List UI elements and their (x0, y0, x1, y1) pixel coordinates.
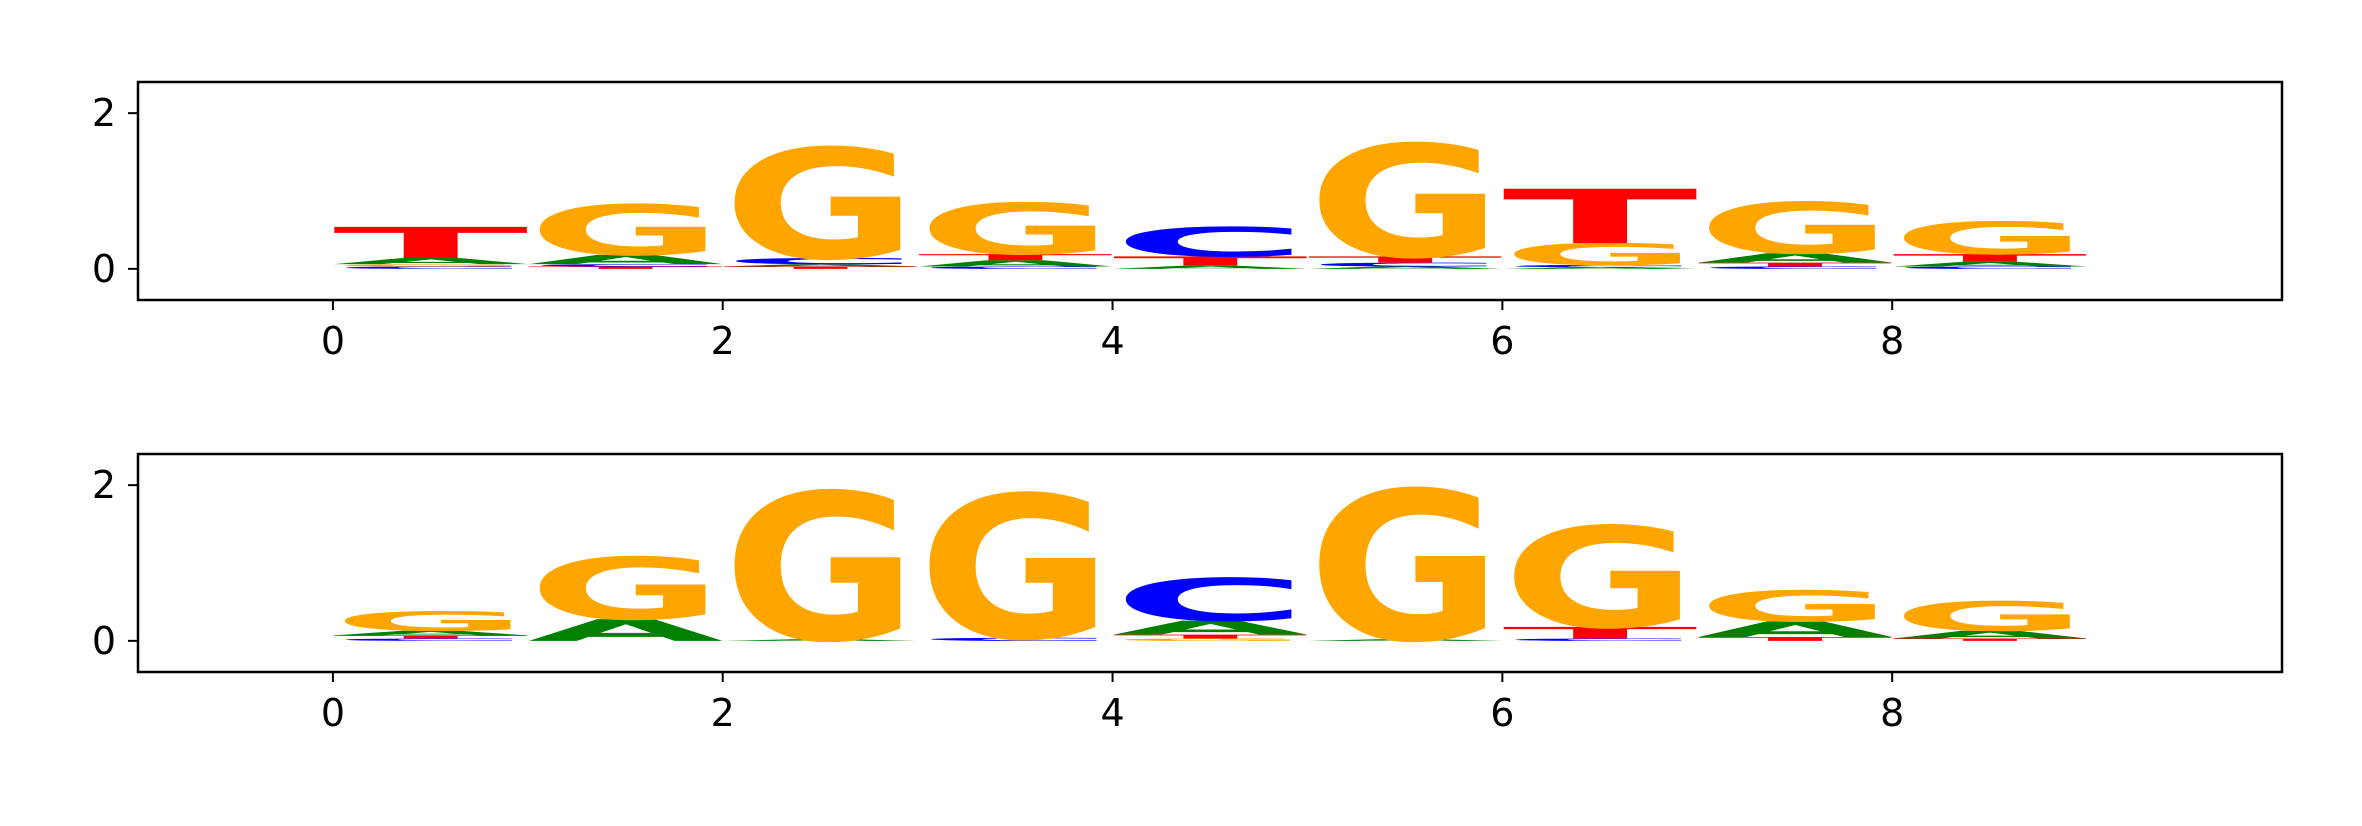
logo-letter-A-pos-2: A (723, 639, 919, 641)
x-tick-label: 8 (1880, 691, 1904, 735)
logo-letter-C-pos-2: C (723, 256, 919, 266)
logo-letter-G-pos-8: G (1892, 593, 2087, 640)
logo-letter-C-pos-4: C (1113, 566, 1309, 634)
logo-letter-A-pos-6: A (1502, 267, 1698, 269)
logo-letter-C-pos-6: C (1502, 638, 1698, 642)
y-tick-label: 2 (92, 91, 116, 135)
logo-letter-T-pos-8: T (1892, 638, 2088, 642)
y-tick-label: 2 (92, 463, 116, 507)
x-tick-label: 2 (711, 691, 735, 735)
logo-letter-A-pos-2: A (723, 264, 919, 268)
logo-letter-C-pos-3: C (918, 637, 1114, 642)
x-tick-label: 4 (1100, 691, 1124, 735)
logo-letter-G-pos-0: G (333, 264, 528, 268)
logo-letter-A-pos-7: A (1697, 617, 1893, 642)
logo-letter-A-pos-1: A (528, 252, 724, 267)
logo-letter-C-pos-8: C (1892, 266, 2088, 270)
logo-letter-T-pos-0: T (333, 219, 529, 269)
logo-letter-T-pos-4: T (1113, 634, 1309, 640)
logo-letter-A-pos-0: A (333, 256, 529, 266)
logo-letter-G-pos-6: G (1502, 237, 1697, 272)
logo-letter-G-pos-2: G (723, 452, 918, 688)
logo-letter-G-pos-7: G (1697, 188, 1892, 270)
logo-letter-G-pos-5: G (1307, 114, 1502, 294)
logo-letter-G-pos-1: G (528, 540, 723, 639)
logo-letter-C-pos-1: C (528, 264, 724, 268)
logo-letter-C-pos-0: C (333, 638, 529, 642)
x-tick-label: 0 (321, 691, 345, 735)
logo-letter-A-pos-5: A (1307, 266, 1503, 270)
logo-letter-G-pos-3: G (918, 454, 1113, 684)
logo-letter-T-pos-7: T (1697, 262, 1893, 268)
logo-letter-A-pos-3: A (918, 259, 1114, 269)
logo-letter-C-pos-0: C (333, 266, 529, 270)
logo-letter-G-pos-0: G (333, 606, 528, 637)
x-tick-label: 4 (1100, 319, 1124, 363)
logo-letter-G-pos-8: G (1892, 213, 2087, 265)
axes-frame (136, 80, 2284, 302)
logo-letter-A-pos-7: A (1697, 251, 1893, 266)
logo-letter-G-pos-4: G (1113, 638, 1308, 642)
x-tick-label: 2 (711, 319, 735, 363)
logo-letter-A-pos-4: A (1113, 265, 1309, 270)
y-tick-label: 0 (92, 619, 116, 663)
logo-letter-A-pos-0: A (333, 630, 529, 637)
logo-letter-A-pos-8: A (1892, 629, 2088, 641)
x-tick-label: 6 (1490, 691, 1514, 735)
logo-letter-T-pos-5: T (1307, 255, 1503, 265)
logo-letter-A-pos-8: A (1892, 261, 2088, 268)
x-tick-label: 0 (321, 319, 345, 363)
logo-letter-C-pos-5: C (1307, 262, 1503, 268)
logo-letter-G-pos-7: G (1697, 582, 1892, 632)
logo-letter-A-pos-4: A (1113, 617, 1309, 639)
logo-letter-T-pos-2: T (723, 266, 919, 270)
logo-letter-T-pos-6: T (1502, 174, 1698, 261)
logo-letter-C-pos-7: C (1697, 266, 1893, 270)
axes-frame (136, 452, 2284, 674)
logo-letter-T-pos-4: T (1113, 254, 1309, 269)
logo-letter-T-pos-6: T (1502, 624, 1698, 643)
logo-letter-C-pos-3: C (918, 266, 1114, 270)
logo-letter-G-pos-6: G (1502, 498, 1697, 660)
logo-letter-T-pos-1: T (528, 266, 724, 270)
x-tick-label: 8 (1880, 319, 1904, 363)
logo-letter-G-pos-1: G (528, 191, 723, 272)
logo-letter-A-pos-1: A (528, 613, 724, 648)
x-tick-label: 6 (1490, 319, 1514, 363)
y-tick-label: 0 (92, 247, 116, 291)
logo-letter-G-pos-2: G (723, 118, 918, 294)
logo-letter-A-pos-5: A (1307, 639, 1503, 641)
logo-letter-T-pos-0: T (333, 635, 529, 640)
logo-letter-T-pos-8: T (1892, 252, 2088, 264)
logo-letter-T-pos-3: T (918, 252, 1114, 262)
logo-letter-G-pos-5: G (1307, 450, 1502, 689)
logo-letter-C-pos-6: C (1502, 264, 1698, 268)
logo-letter-C-pos-4: C (1113, 219, 1309, 266)
logo-letter-G-pos-3: G (918, 189, 1113, 271)
logo-letter-T-pos-7: T (1697, 636, 1893, 642)
